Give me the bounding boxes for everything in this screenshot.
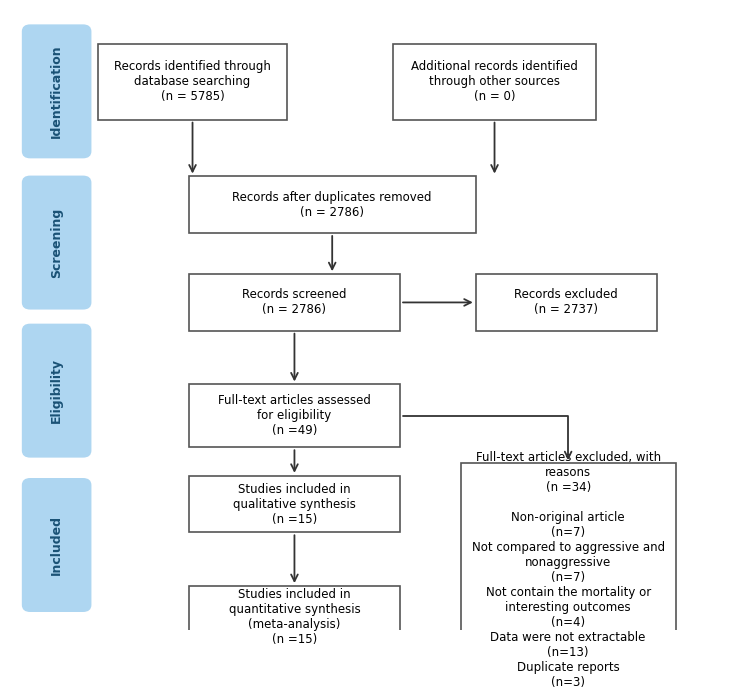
FancyBboxPatch shape bbox=[461, 463, 676, 677]
FancyBboxPatch shape bbox=[476, 274, 657, 331]
Text: Eligibility: Eligibility bbox=[50, 358, 63, 423]
FancyBboxPatch shape bbox=[98, 44, 287, 120]
FancyBboxPatch shape bbox=[23, 25, 91, 158]
FancyBboxPatch shape bbox=[189, 177, 476, 233]
Text: Studies included in
quantitative synthesis
(meta-analysis)
(n =15): Studies included in quantitative synthes… bbox=[229, 588, 360, 646]
FancyBboxPatch shape bbox=[189, 385, 400, 447]
Text: Records excluded
(n = 2737): Records excluded (n = 2737) bbox=[514, 288, 618, 316]
FancyBboxPatch shape bbox=[23, 325, 91, 456]
Text: Full-text articles excluded, with
reasons
(n =34)

Non-original article
(n=7)
No: Full-text articles excluded, with reason… bbox=[472, 451, 664, 689]
FancyBboxPatch shape bbox=[393, 44, 596, 120]
Text: Additional records identified
through other sources
(n = 0): Additional records identified through ot… bbox=[411, 61, 578, 103]
Text: Included: Included bbox=[50, 515, 63, 575]
FancyBboxPatch shape bbox=[189, 476, 400, 533]
Text: Studies included in
qualitative synthesis
(n =15): Studies included in qualitative synthesi… bbox=[233, 482, 356, 526]
Text: Identification: Identification bbox=[50, 45, 63, 138]
FancyBboxPatch shape bbox=[23, 177, 91, 309]
FancyBboxPatch shape bbox=[23, 479, 91, 611]
FancyBboxPatch shape bbox=[189, 274, 400, 331]
Text: Screening: Screening bbox=[50, 207, 63, 278]
Text: Records after duplicates removed
(n = 2786): Records after duplicates removed (n = 27… bbox=[233, 191, 432, 218]
Text: Records screened
(n = 2786): Records screened (n = 2786) bbox=[242, 288, 347, 316]
FancyBboxPatch shape bbox=[189, 586, 400, 649]
Text: Records identified through
database searching
(n = 5785): Records identified through database sear… bbox=[114, 61, 271, 103]
Text: Full-text articles assessed
for eligibility
(n =49): Full-text articles assessed for eligibil… bbox=[218, 394, 371, 438]
